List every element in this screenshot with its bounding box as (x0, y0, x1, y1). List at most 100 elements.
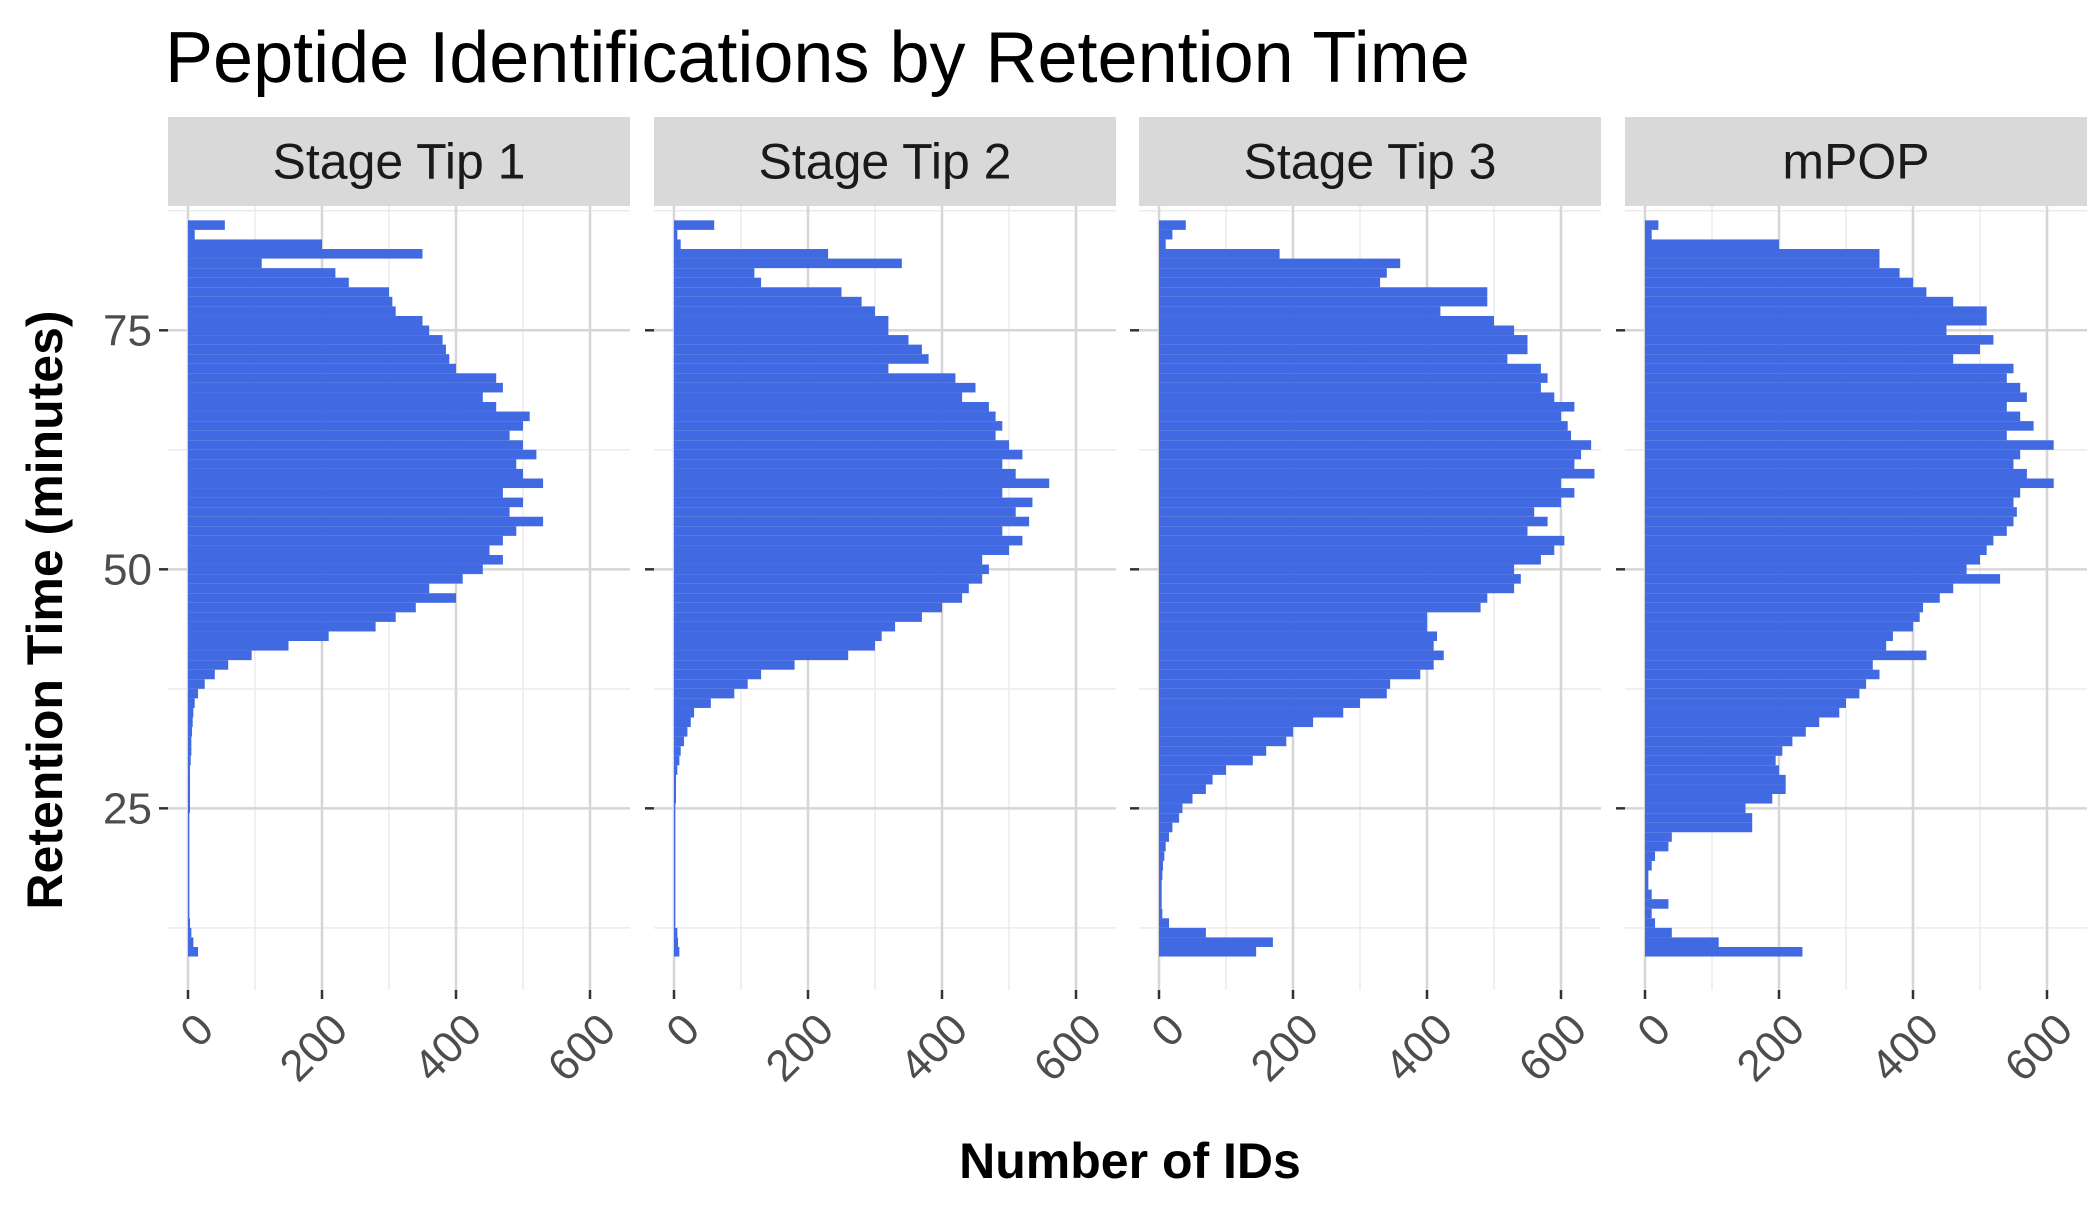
histogram-bar (1159, 239, 1166, 250)
histogram-bar (1645, 679, 1867, 689)
histogram-bar (1159, 545, 1555, 555)
histogram-bar (1159, 899, 1162, 909)
histogram-bar (188, 794, 191, 804)
histogram-bar (674, 841, 676, 852)
histogram-bar (1645, 402, 2007, 412)
histogram-bar (674, 421, 1003, 431)
histogram-bar (188, 660, 229, 670)
histogram-bar (1645, 545, 1987, 555)
facet-strip-label: Stage Tip 2 (759, 134, 1012, 190)
histogram-bar (1645, 354, 1954, 364)
histogram-bar (188, 803, 191, 814)
histogram-bar (674, 755, 680, 766)
histogram-bar (1159, 277, 1381, 288)
histogram-bar (674, 660, 795, 670)
histogram-bar (1645, 813, 1753, 823)
histogram-bar (1645, 851, 1656, 861)
histogram-bar (1645, 860, 1652, 871)
histogram-bar (1645, 937, 1719, 947)
histogram-bar (1159, 755, 1253, 766)
histogram-bar (1645, 488, 2021, 498)
histogram-bar (188, 516, 544, 527)
histogram-bar (674, 889, 676, 900)
histogram-bar (188, 306, 396, 316)
histogram-bar (1159, 908, 1163, 919)
histogram-bar (1159, 440, 1592, 450)
histogram-bar (1645, 774, 1786, 785)
histogram-bar (188, 746, 192, 756)
facet-strip-label: Stage Tip 1 (273, 134, 526, 190)
histogram-bar (1159, 421, 1568, 431)
histogram-bar (188, 507, 510, 517)
histogram-bar (674, 765, 678, 775)
histogram-bar (1645, 411, 2021, 422)
histogram-bar (1159, 841, 1166, 852)
histogram-bar (188, 717, 193, 728)
histogram-bar (674, 526, 1003, 536)
histogram-bar (1645, 306, 1987, 316)
histogram-bar (1645, 688, 1860, 699)
histogram-bar (1645, 564, 1967, 575)
histogram-bar (1645, 392, 2027, 402)
histogram-bar (1159, 774, 1213, 785)
histogram-bar (1645, 918, 1656, 928)
histogram-bar (188, 430, 510, 441)
histogram-bar (674, 354, 929, 364)
histogram-bar (1159, 612, 1427, 622)
histogram-bar (188, 927, 192, 938)
histogram-bar (188, 258, 262, 269)
histogram-bar (674, 545, 1009, 555)
histogram-bar (1159, 268, 1387, 278)
histogram-bar (1159, 574, 1521, 584)
histogram-bar (674, 344, 922, 355)
histogram-bar (1159, 411, 1561, 422)
y-axis-label: Retention Time (minutes) (17, 310, 73, 909)
histogram-bar (188, 296, 393, 307)
histogram-bar (1645, 315, 1987, 326)
histogram-bar (674, 803, 676, 814)
histogram-bar (1159, 335, 1528, 345)
histogram-bar (188, 354, 450, 364)
histogram-bar (1159, 822, 1173, 833)
histogram-bar (674, 392, 963, 402)
histogram-bar (1159, 946, 1257, 957)
histogram-bar (188, 889, 190, 900)
histogram-bar (674, 688, 735, 699)
histogram-bar (674, 860, 676, 871)
histogram-bar (188, 315, 423, 326)
histogram-bar (1159, 870, 1163, 881)
histogram-bar (188, 946, 199, 957)
histogram-bar (188, 641, 289, 651)
histogram-bar (1645, 344, 1980, 355)
histogram-bar (1645, 277, 1913, 288)
histogram-bar (674, 870, 676, 881)
histogram-bar (1645, 421, 2034, 431)
histogram-bar (1159, 516, 1548, 527)
histogram-bar (188, 468, 523, 479)
histogram-bar (1159, 794, 1193, 804)
histogram-bar (188, 650, 252, 661)
histogram-bar (1159, 851, 1165, 861)
histogram-bar (1159, 765, 1226, 775)
histogram-bar (1159, 306, 1441, 316)
histogram-bar (188, 774, 191, 785)
histogram-bar (1159, 402, 1575, 412)
histogram-bar (1645, 268, 1900, 278)
histogram-bar (674, 679, 748, 689)
histogram-bar (188, 937, 194, 947)
histogram-bar (188, 832, 190, 842)
histogram-bar (1645, 794, 1773, 804)
histogram-bar (674, 650, 849, 661)
histogram-bar (674, 507, 1016, 517)
histogram-bar (1159, 784, 1206, 794)
histogram-bar (674, 554, 983, 565)
histogram-bar (188, 755, 191, 766)
histogram-bar (674, 918, 676, 928)
histogram-bar (674, 832, 676, 842)
histogram-bar (1159, 249, 1280, 259)
histogram-bar (1645, 621, 1913, 632)
histogram-bar (674, 641, 875, 651)
histogram-bar (1159, 707, 1344, 718)
